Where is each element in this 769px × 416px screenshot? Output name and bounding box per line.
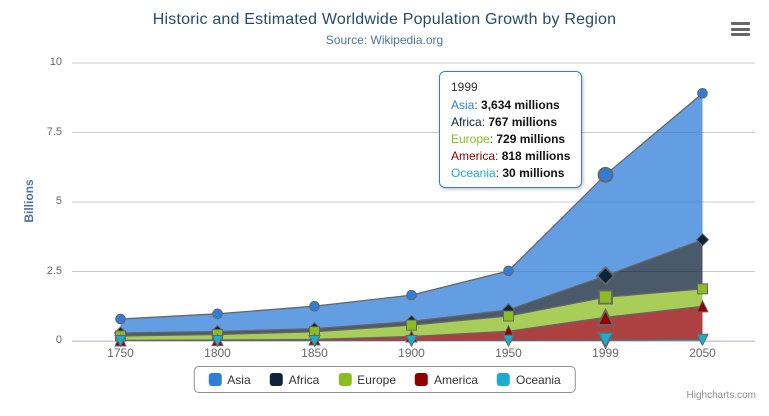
- y-tick-label: 5: [55, 195, 62, 207]
- point-marker-america-1999[interactable]: [596, 307, 615, 326]
- point-marker-asia-1850[interactable]: [309, 300, 320, 312]
- tooltip-series-value: 767 millions: [485, 115, 558, 129]
- point-marker-europe-1950[interactable]: [503, 310, 514, 322]
- tooltip-series-name: Oceania: [451, 166, 496, 180]
- tooltip-row-africa: Africa: 767 millions: [451, 115, 558, 129]
- legend-swatch-europe: [338, 373, 352, 386]
- tooltip-series-value: 729 millions: [493, 132, 566, 146]
- x-tick-label-1950: 1950: [495, 346, 522, 360]
- point-marker-oceania-1999[interactable]: [596, 331, 615, 350]
- point-marker-asia-1999[interactable]: [597, 166, 614, 183]
- chart-subtitle: Source: Wikipedia.org: [325, 33, 444, 47]
- point-marker-europe-2050[interactable]: [697, 283, 708, 295]
- point-marker-america-2050[interactable]: [696, 299, 709, 313]
- point-marker-oceania-1850[interactable]: [308, 334, 321, 348]
- tooltip-series-name: America: [451, 149, 496, 163]
- legend-swatch-oceania: [497, 373, 511, 386]
- legend-item-europe[interactable]: Europe: [338, 373, 396, 387]
- legend-label: Oceania: [516, 372, 561, 387]
- x-tick-label-1999: 1999: [592, 346, 619, 360]
- tooltip: 1999 Asia: 3,634 millions Africa: 767 mil…: [439, 71, 583, 188]
- x-tick-label-1900: 1900: [398, 346, 425, 360]
- tooltip-series-name: Asia: [451, 98, 475, 112]
- tooltip-series-value: 818 millions: [498, 149, 571, 163]
- tooltip-row-america: America: 818 millions: [451, 149, 571, 163]
- legend-label: Asia: [227, 372, 251, 387]
- legend-swatch-africa: [269, 373, 283, 386]
- legend-label: Africa: [288, 372, 320, 387]
- legend-item-asia[interactable]: Asia: [208, 372, 251, 387]
- y-tick-label: 10: [49, 56, 62, 68]
- tooltip-series-value: 30 millions: [499, 166, 565, 180]
- legend-item-africa[interactable]: Africa: [269, 372, 320, 387]
- point-marker-asia-1750[interactable]: [115, 313, 126, 325]
- tooltip-row-asia: Asia: 3,634 millions: [451, 98, 560, 112]
- tooltip-header: 1999: [451, 80, 478, 94]
- point-marker-europe-1999[interactable]: [598, 289, 613, 305]
- point-marker-europe-1900[interactable]: [406, 319, 417, 331]
- legend-label: America: [434, 372, 479, 387]
- chart-title: Historic and Estimated Worldwide Populat…: [152, 11, 617, 28]
- point-marker-asia-1900[interactable]: [406, 289, 417, 301]
- point-marker-africa-1999[interactable]: [595, 266, 616, 286]
- legend-swatch-asia: [208, 373, 222, 386]
- tooltip-row-oceania: Oceania: 30 millions: [451, 166, 565, 180]
- series-area-america[interactable]: [120, 306, 703, 341]
- point-marker-oceania-2050[interactable]: [696, 333, 709, 347]
- tooltip-series-value: 3,634 millions: [477, 98, 560, 112]
- x-tick-label-2050: 2050: [689, 346, 716, 360]
- point-marker-africa-2050[interactable]: [695, 233, 710, 247]
- point-marker-asia-2050[interactable]: [697, 88, 708, 99]
- point-marker-oceania-1800[interactable]: [211, 334, 224, 348]
- x-tick-label-1750: 1750: [107, 346, 134, 360]
- legend-swatch-america: [415, 373, 429, 386]
- hamburger-icon: [731, 22, 750, 25]
- legend-item-america[interactable]: America: [415, 373, 478, 387]
- export-context-menu-button[interactable]: [731, 22, 750, 36]
- legend-item-oceania[interactable]: Oceania: [497, 373, 561, 387]
- point-marker-oceania-1950[interactable]: [502, 334, 515, 348]
- tooltip-series-name: Africa: [451, 115, 482, 129]
- y-tick-label: 0: [55, 334, 62, 346]
- series-area-africa[interactable]: [120, 239, 703, 336]
- tooltip-row-europe: Europe: 729 millions: [451, 132, 566, 146]
- series-area-asia[interactable]: [120, 93, 703, 333]
- x-tick-label-1850: 1850: [301, 346, 328, 360]
- point-marker-asia-1800[interactable]: [212, 308, 223, 320]
- point-marker-asia-1950[interactable]: [503, 265, 514, 277]
- y-tick-label: 7.5: [46, 125, 62, 138]
- y-tick-label: 2.5: [46, 264, 62, 277]
- legend-label: Europe: [357, 372, 397, 387]
- x-tick-label-1800: 1800: [204, 346, 231, 360]
- legend: Asia Africa Europe America Oceania: [193, 366, 576, 393]
- credits-link[interactable]: Highcharts.com: [686, 390, 756, 401]
- tooltip-series-name: Europe: [451, 132, 490, 146]
- point-marker-oceania-1900[interactable]: [405, 334, 418, 348]
- point-marker-oceania-1750[interactable]: [114, 334, 127, 348]
